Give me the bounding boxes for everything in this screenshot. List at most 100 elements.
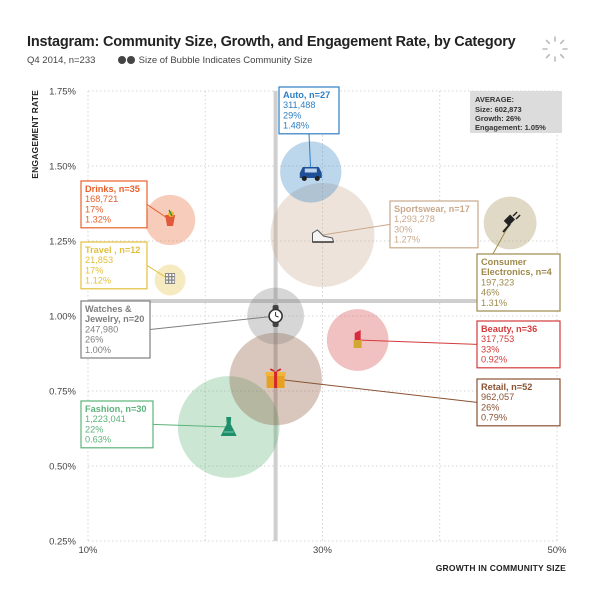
label-value: 0.92% [481,355,507,365]
y-tick-label: 1.25% [49,237,76,248]
dress-body [220,417,237,436]
label-box-border [80,241,148,290]
label-value: 311,488 [283,100,316,110]
label-value: 962,057 [481,392,514,402]
average-line: Growth: 26% [475,114,521,123]
label-value: 46% [481,288,499,298]
y-tick-label: 0.50% [49,462,76,473]
building-window [172,280,175,283]
label-value: 1.32% [85,215,111,225]
label-title: Electronics, n=4 [481,267,553,277]
plug-pin [512,211,518,217]
label-value: 1,293,278 [394,214,435,224]
label-value: 30% [394,224,412,234]
car-window [304,168,317,173]
lipstick-case [353,340,362,348]
building-window [169,274,172,276]
axis-ticks: 0.25% 0.50% 0.75% 1.00% 1.25% 1.50% 1.75% 10% 30… [49,87,567,557]
gift-ribbon [274,372,278,388]
chart-header: Instagram: Community Size, Growth, and E… [18,0,585,80]
leader-line [357,339,478,345]
label-box-border [476,320,561,369]
label-title: Beauty, n=36 [481,324,537,334]
label-title: Auto, n=27 [283,90,330,100]
y-tick-label: 1.75% [49,87,76,98]
label-value: 0.63% [85,435,111,445]
average-box-background [470,91,562,133]
label-value: 1.27% [394,235,420,245]
drink-icon [165,209,176,226]
car-wheel [314,176,320,181]
label-value: 168,721 [85,194,118,204]
label-box-border [476,253,561,312]
label-title: Sportswear, n=17 [394,204,470,214]
x-tick-label: 30% [313,545,333,556]
label-box-border [80,400,154,449]
label-value: 1.12% [85,276,111,286]
drink-glass [165,215,176,226]
building-window [166,280,168,283]
label-value: 0.79% [481,413,507,423]
label-value: 1.00% [85,345,111,355]
average-line: Engagement: 1.05% [475,123,546,132]
label-value: 247,980 [85,324,118,334]
label-box-border [80,180,148,229]
label-box-border [80,300,151,359]
y-tick-label: 0.25% [49,537,76,548]
loading-spinner-icon [542,36,568,62]
label-leaders [146,133,511,428]
y-axis-title: ENGAGEMENT RATE [30,90,40,179]
label-title: Retail, n=52 [481,382,532,392]
label-value: 17% [85,265,103,275]
watch-hand [275,315,279,318]
label-title: Jewelry, n=20 [85,314,144,324]
label-value: 1.31% [481,298,507,308]
dress-icon [220,417,237,436]
building-window [169,280,172,283]
average-heading: AVERAGE: [475,95,514,104]
label-title: Fashion, n=30 [85,404,147,414]
label-value: 33% [481,344,499,354]
building-window [172,277,175,280]
shoe-icon [312,229,335,243]
building-window [166,274,168,276]
label-title: Travel , n=12 [85,245,140,255]
chart-title: Instagram: Community Size, Growth, and E… [27,34,516,50]
bubble-size-note: Size of Bubble Indicates Community Size [118,55,312,66]
label-box-border [278,86,340,135]
y-tick-label: 1.00% [49,312,76,323]
label-value: 197,323 [481,277,514,287]
label-box-border [389,200,479,249]
leader-line [152,423,229,428]
building-icon [165,273,176,284]
plug-pin [515,214,521,220]
gift-icon [265,368,286,388]
label-value: 26% [85,335,103,345]
label-box-border [476,378,561,427]
x-tick-label: 50% [547,545,567,556]
label-value: 1.48% [283,121,309,131]
car-wheel [301,176,307,181]
building-window [166,277,168,280]
average-line: Size: 602,873 [475,105,522,114]
label-value: 21,853 [85,255,113,265]
building-window [172,274,175,276]
building-window [169,277,172,280]
leader-line [149,315,276,330]
lipstick-icon [353,330,362,348]
y-tick-label: 0.75% [49,387,76,398]
plug-icon [502,211,521,233]
label-value: 317,753 [481,334,514,344]
plug-head [503,214,516,226]
label-title: Drinks, n=35 [85,184,140,194]
